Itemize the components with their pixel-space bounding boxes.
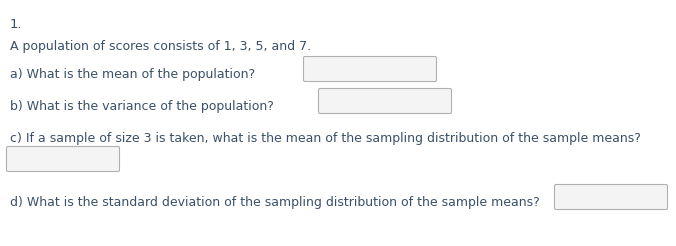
Text: d) What is the standard deviation of the sampling distribution of the sample mea: d) What is the standard deviation of the… [10, 196, 539, 209]
Text: b) What is the variance of the population?: b) What is the variance of the populatio… [10, 100, 274, 113]
FancyBboxPatch shape [318, 89, 452, 113]
FancyBboxPatch shape [304, 57, 437, 81]
Text: c) If a sample of size 3 is taken, what is the mean of the sampling distribution: c) If a sample of size 3 is taken, what … [10, 132, 641, 145]
FancyBboxPatch shape [7, 147, 120, 171]
Text: 1.: 1. [10, 18, 22, 31]
Text: a) What is the mean of the population?: a) What is the mean of the population? [10, 68, 255, 81]
FancyBboxPatch shape [554, 184, 667, 210]
Text: A population of scores consists of 1, 3, 5, and 7.: A population of scores consists of 1, 3,… [10, 40, 311, 53]
